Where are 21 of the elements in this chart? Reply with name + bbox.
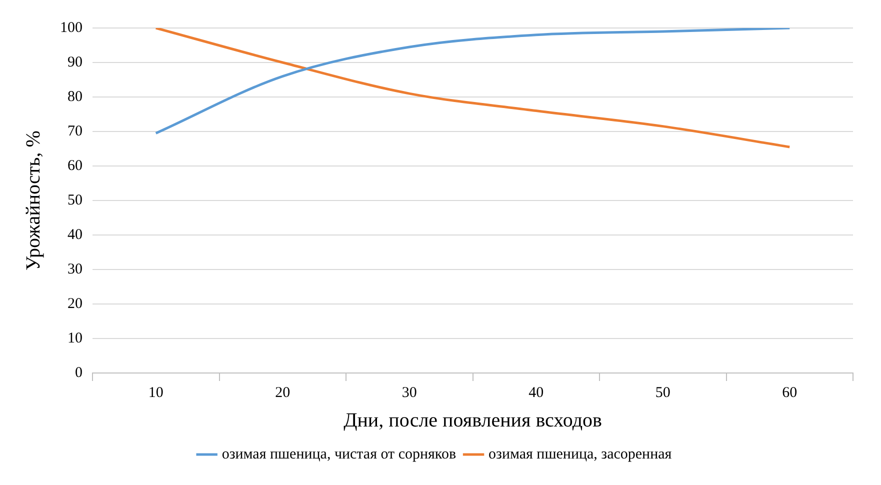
y-tick-label: 70 [68, 123, 82, 140]
x-tick-label: 10 [148, 384, 164, 401]
x-tick-label: 60 [782, 384, 798, 401]
y-tick-label: 100 [60, 20, 82, 36]
x-axis-title: Дни, после появления всходов [344, 409, 602, 432]
y-tick-label: 10 [68, 330, 82, 346]
y-tick-label: 20 [68, 296, 82, 312]
y-tick-label: 30 [68, 261, 82, 278]
x-tick-label: 50 [655, 384, 670, 401]
y-axis-title: Урожайность, % [22, 130, 44, 270]
legend-label: озимая пшеница, чистая от сорняков [222, 446, 456, 462]
y-tick-label: 40 [68, 226, 82, 243]
y-tick-label: 0 [75, 364, 82, 381]
y-tick-label: 90 [68, 54, 82, 70]
y-tick-label: 60 [68, 158, 82, 174]
y-tick-label: 80 [68, 88, 82, 105]
x-tick-label: 20 [275, 384, 290, 401]
x-tick-label: 30 [402, 384, 417, 401]
legend-label: озимая пшеница, засоренная [488, 446, 672, 462]
x-tick-label: 40 [528, 384, 544, 401]
y-tick-label: 50 [68, 192, 82, 208]
